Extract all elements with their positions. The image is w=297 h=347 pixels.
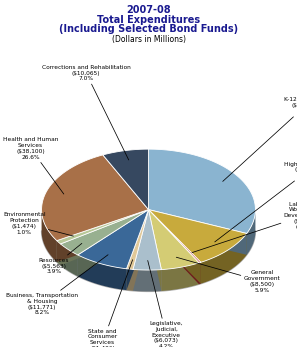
Polygon shape bbox=[103, 149, 148, 210]
Text: Legislative,
Judicial,
Executive
($6,073)
4.2%: Legislative, Judicial, Executive ($6,073… bbox=[148, 261, 183, 347]
Polygon shape bbox=[148, 149, 255, 234]
Polygon shape bbox=[148, 210, 161, 291]
Text: (Dollars in Millions): (Dollars in Millions) bbox=[111, 35, 186, 44]
Polygon shape bbox=[78, 210, 148, 269]
Polygon shape bbox=[61, 210, 148, 265]
Polygon shape bbox=[247, 210, 255, 255]
Polygon shape bbox=[148, 210, 247, 262]
Polygon shape bbox=[127, 269, 133, 291]
Polygon shape bbox=[78, 210, 148, 276]
Text: Corrections and Rehabilitation
($10,065)
7.0%: Corrections and Rehabilitation ($10,065)… bbox=[42, 65, 130, 160]
Polygon shape bbox=[201, 234, 247, 284]
Text: Health and Human
Services
($38,100)
26.6%: Health and Human Services ($38,100) 26.6… bbox=[3, 137, 64, 194]
Polygon shape bbox=[148, 210, 199, 270]
Polygon shape bbox=[61, 210, 148, 255]
Text: Business, Transportation
& Housing
($11,771)
8.2%: Business, Transportation & Housing ($11,… bbox=[6, 255, 108, 315]
Polygon shape bbox=[133, 210, 148, 291]
Text: 2007-08: 2007-08 bbox=[126, 5, 171, 15]
Polygon shape bbox=[148, 210, 199, 284]
Text: (Including Selected Bond Funds): (Including Selected Bond Funds) bbox=[59, 24, 238, 34]
Polygon shape bbox=[42, 155, 148, 241]
Polygon shape bbox=[148, 210, 201, 284]
Polygon shape bbox=[127, 210, 148, 269]
Polygon shape bbox=[42, 210, 57, 262]
Text: K-12 Education
($45,122)
31.5%: K-12 Education ($45,122) 31.5% bbox=[223, 98, 297, 181]
Polygon shape bbox=[78, 255, 127, 290]
Text: Total Expenditures: Total Expenditures bbox=[97, 15, 200, 25]
Polygon shape bbox=[133, 210, 148, 291]
Polygon shape bbox=[199, 262, 201, 284]
Polygon shape bbox=[42, 231, 255, 291]
Polygon shape bbox=[61, 244, 78, 276]
Polygon shape bbox=[148, 210, 161, 291]
Text: Higher Education
($14,909)
10.4%: Higher Education ($14,909) 10.4% bbox=[215, 162, 297, 242]
Polygon shape bbox=[161, 263, 199, 291]
Polygon shape bbox=[148, 210, 201, 284]
Polygon shape bbox=[57, 210, 148, 262]
Text: General
Government
($8,500)
5.9%: General Government ($8,500) 5.9% bbox=[176, 257, 280, 293]
Polygon shape bbox=[148, 210, 247, 255]
Polygon shape bbox=[148, 210, 247, 255]
Polygon shape bbox=[133, 210, 161, 270]
Text: State and
Consumer
Services
($1,406)
1.0%: State and Consumer Services ($1,406) 1.0… bbox=[87, 260, 133, 347]
Polygon shape bbox=[127, 210, 148, 290]
Polygon shape bbox=[57, 241, 61, 265]
Polygon shape bbox=[148, 210, 201, 263]
Polygon shape bbox=[127, 210, 148, 290]
Polygon shape bbox=[133, 269, 161, 291]
Text: Resources
($5,563)
3.9%: Resources ($5,563) 3.9% bbox=[39, 243, 82, 274]
Polygon shape bbox=[148, 210, 199, 284]
Text: Environmental
Protection
($1,474)
1.0%: Environmental Protection ($1,474) 1.0% bbox=[3, 212, 73, 236]
Text: Labor and
Workforce
Development
($426)
0.3%: Labor and Workforce Development ($426) 0… bbox=[192, 202, 297, 253]
Polygon shape bbox=[57, 210, 148, 244]
Polygon shape bbox=[61, 210, 148, 265]
Polygon shape bbox=[57, 210, 148, 262]
Polygon shape bbox=[78, 210, 148, 276]
